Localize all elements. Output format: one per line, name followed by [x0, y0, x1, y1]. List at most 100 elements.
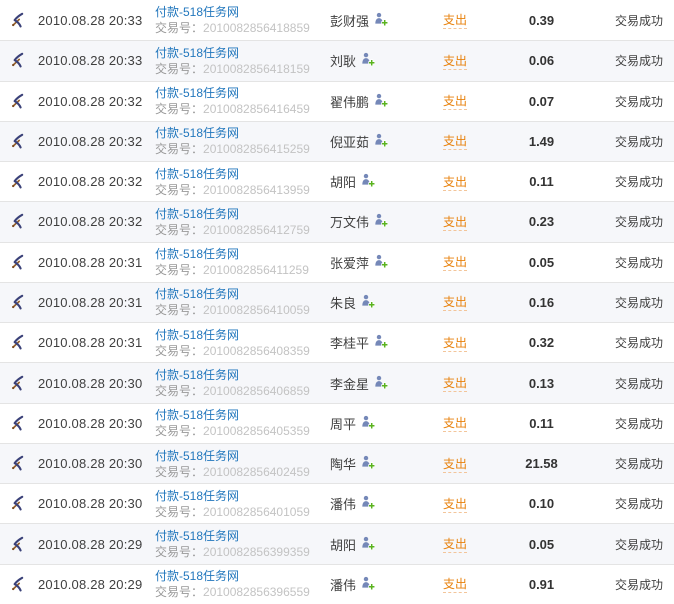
add-contact-icon[interactable]	[361, 536, 376, 553]
amount: 0.05	[528, 254, 555, 270]
add-contact-icon[interactable]	[361, 576, 376, 593]
inout-badge: 支出	[443, 94, 468, 111]
add-contact-icon[interactable]	[374, 93, 389, 110]
amount: 0.07	[528, 93, 555, 109]
transaction-title-link[interactable]: 付款-518任务网	[155, 408, 240, 423]
status-text: 交易成功	[614, 416, 663, 431]
transaction-datetime: 2010.08.28 20:33	[38, 12, 143, 28]
transaction-title-link[interactable]: 付款-518任务网	[155, 86, 240, 101]
table-row: 2010.08.28 20:32 付款-518任务网 交易号：201008285…	[0, 120, 674, 162]
txn-number: 2010082856418159	[203, 61, 310, 76]
amount: 0.10	[528, 496, 555, 512]
add-contact-icon[interactable]	[374, 213, 389, 230]
inout-badge: 支出	[443, 496, 468, 513]
txn-number-label: 交易号：	[155, 384, 204, 399]
add-contact-icon[interactable]	[361, 495, 376, 512]
txn-number-label: 交易号：	[155, 222, 204, 237]
add-contact-icon[interactable]	[361, 173, 376, 190]
amount: 0.32	[528, 335, 555, 351]
txn-number: 2010082856413959	[203, 182, 310, 197]
add-contact-icon[interactable]	[374, 375, 389, 392]
add-contact-icon[interactable]	[374, 12, 389, 29]
table-row: 2010.08.28 20:30 付款-518任务网 交易号：201008285…	[0, 362, 674, 403]
transaction-title-link[interactable]: 付款-518任务网	[155, 287, 240, 302]
txn-number: 2010082856418859	[203, 21, 310, 36]
counterparty-name: 倪亚茹	[330, 134, 370, 150]
swallow-icon	[12, 214, 24, 229]
transaction-datetime: 2010.08.28 20:30	[38, 496, 143, 512]
transaction-datetime: 2010.08.28 20:30	[38, 375, 143, 391]
swallow-icon	[12, 93, 24, 109]
inout-badge: 支出	[443, 376, 468, 393]
transaction-title-link[interactable]: 付款-518任务网	[155, 448, 240, 463]
status-text: 交易成功	[614, 295, 663, 310]
txn-number-label: 交易号：	[155, 343, 204, 358]
txn-number-label: 交易号：	[155, 21, 204, 36]
amount: 21.58	[525, 456, 558, 472]
add-contact-icon[interactable]	[374, 254, 389, 271]
table-row: 2010.08.28 20:29 付款-518任务网 交易号：201008285…	[0, 563, 674, 604]
counterparty-name: 张爱萍	[330, 255, 370, 271]
swallow-icon	[12, 576, 24, 592]
txn-number: 2010082856410059	[203, 303, 310, 318]
inout-badge: 支出	[443, 174, 468, 191]
transaction-datetime: 2010.08.28 20:29	[38, 576, 143, 592]
transaction-datetime: 2010.08.28 20:31	[38, 254, 143, 270]
add-contact-icon[interactable]	[361, 294, 376, 311]
add-contact-icon[interactable]	[374, 334, 389, 351]
inout-badge: 支出	[443, 134, 468, 151]
transaction-datetime: 2010.08.28 20:30	[38, 456, 143, 472]
amount: 0.11	[529, 174, 554, 190]
transaction-title-link[interactable]: 付款-518任务网	[155, 488, 240, 503]
add-contact-icon[interactable]	[374, 133, 389, 150]
status-text: 交易成功	[614, 577, 663, 592]
transaction-datetime: 2010.08.28 20:31	[38, 335, 143, 351]
swallow-icon	[12, 375, 24, 390]
transaction-title-link[interactable]: 付款-518任务网	[155, 166, 240, 181]
txn-number-label: 交易号：	[155, 303, 204, 318]
transaction-datetime: 2010.08.28 20:32	[38, 133, 143, 149]
transaction-title-link[interactable]: 付款-518任务网	[155, 5, 240, 20]
swallow-icon	[12, 173, 24, 189]
txn-number: 2010082856399359	[203, 545, 310, 560]
transaction-title-link[interactable]: 付款-518任务网	[155, 529, 240, 544]
transaction-title-link[interactable]: 付款-518任务网	[155, 126, 240, 141]
counterparty-name: 胡阳	[330, 537, 357, 553]
add-contact-icon[interactable]	[361, 455, 376, 472]
txn-number-label: 交易号：	[155, 182, 204, 197]
table-row: 2010.08.28 20:32 付款-518任务网 交易号：201008285…	[0, 161, 674, 202]
table-row: 2010.08.28 20:30 付款-518任务网 交易号：201008285…	[0, 483, 674, 524]
transaction-title-link[interactable]: 付款-518任务网	[155, 206, 240, 221]
txn-number: 2010082856416459	[203, 102, 310, 117]
status-text: 交易成功	[614, 457, 663, 472]
txn-number-label: 交易号：	[155, 504, 204, 519]
counterparty-name: 陶华	[330, 457, 357, 473]
counterparty-name: 朱良	[330, 295, 357, 311]
transaction-title-link[interactable]: 付款-518任务网	[155, 368, 240, 383]
counterparty-name: 李桂平	[330, 336, 370, 352]
table-row: 2010.08.28 20:31 付款-518任务网 交易号：201008285…	[0, 281, 674, 323]
inout-badge: 支出	[443, 295, 468, 312]
swallow-icon	[12, 53, 24, 68]
counterparty-name: 周平	[330, 416, 357, 432]
transaction-title-link[interactable]: 付款-518任务网	[155, 247, 240, 262]
counterparty-name: 彭财强	[330, 13, 370, 29]
amount: 0.06	[528, 53, 555, 69]
table-row: 2010.08.28 20:31 付款-518任务网 交易号：201008285…	[0, 322, 674, 363]
status-text: 交易成功	[614, 134, 663, 149]
transaction-title-link[interactable]: 付款-518任务网	[155, 569, 240, 584]
table-row: 2010.08.28 20:33 付款-518任务网 交易号：201008285…	[0, 40, 674, 81]
add-contact-icon[interactable]	[361, 415, 376, 432]
transaction-datetime: 2010.08.28 20:29	[38, 536, 143, 552]
swallow-icon	[12, 536, 24, 552]
table-row: 2010.08.28 20:31 付款-518任务网 交易号：201008285…	[0, 241, 674, 282]
transaction-title-link[interactable]: 付款-518任务网	[155, 327, 240, 342]
counterparty-name: 胡阳	[330, 175, 357, 191]
counterparty-name: 翟伟鹏	[330, 94, 370, 110]
add-contact-icon[interactable]	[361, 52, 376, 69]
transaction-title-link[interactable]: 付款-518任务网	[155, 45, 240, 60]
txn-number: 2010082856412759	[203, 222, 310, 237]
transaction-datetime: 2010.08.28 20:30	[38, 415, 143, 431]
amount: 0.13	[528, 375, 555, 391]
swallow-icon	[12, 254, 24, 270]
